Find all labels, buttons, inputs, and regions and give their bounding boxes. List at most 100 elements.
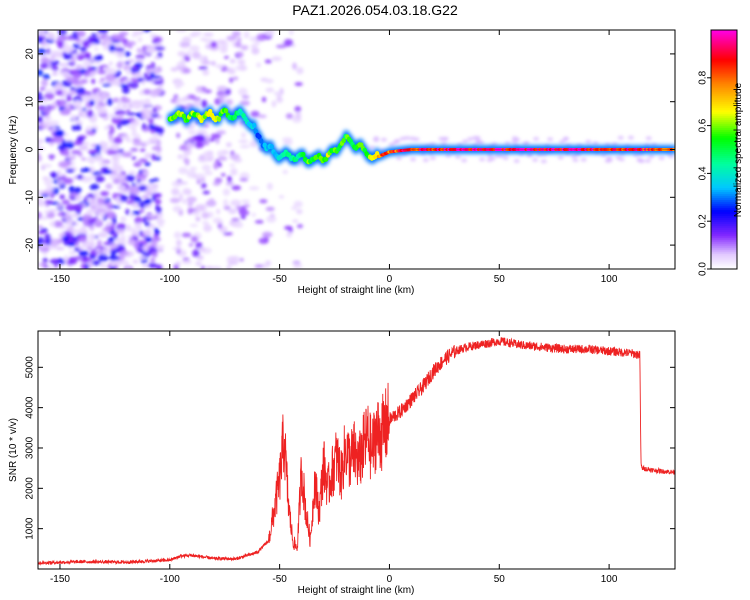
noise-speckle xyxy=(103,169,113,174)
colorbar-tick-label: 0.0 xyxy=(698,262,709,276)
snr-panel: -150 -100 -50 0 50 100 1000 2000 3000 4000 5000 H… xyxy=(8,330,676,596)
noise-speckle xyxy=(97,232,109,238)
noise-speckle xyxy=(213,162,219,170)
noise-speckle xyxy=(137,37,143,43)
noise-speckle xyxy=(102,35,112,44)
noise-speckle xyxy=(62,41,68,50)
colorbar-cell xyxy=(711,183,737,186)
colorbar-label: Normalized spectral amplitude xyxy=(733,82,744,217)
noise-speckle xyxy=(44,200,54,204)
colorbar-cell xyxy=(711,75,737,79)
noise-speckle xyxy=(109,249,116,257)
colorbar-cell xyxy=(711,265,737,268)
colorbar-cell xyxy=(711,59,737,63)
colorbar-cell xyxy=(711,191,737,194)
colorbar-cell xyxy=(711,241,737,244)
noise-speckle xyxy=(106,202,114,210)
noise-speckle xyxy=(126,112,137,116)
noise-speckle xyxy=(40,62,49,69)
signal-track-dot xyxy=(223,108,229,114)
noise-speckle xyxy=(142,216,147,224)
spectrogram-y-tick-label: -10 xyxy=(25,190,36,205)
noise-speckle xyxy=(41,79,49,87)
noise-speckle xyxy=(217,156,228,161)
noise-speckle xyxy=(91,78,96,85)
noise-speckle xyxy=(40,30,46,37)
colorbar-cell xyxy=(711,41,737,45)
noise-speckle xyxy=(83,60,91,68)
snr-y-label: SNR (10 * v/v) xyxy=(8,418,19,482)
noise-speckle xyxy=(126,200,135,205)
colorbar-cell xyxy=(711,137,737,141)
noise-speckle xyxy=(239,64,247,72)
noise-speckle xyxy=(96,208,108,213)
noise-speckle xyxy=(187,207,193,215)
noise-speckle xyxy=(125,68,131,75)
noise-speckle xyxy=(212,181,221,186)
spectrogram-x-label: Height of straight line (km) xyxy=(298,285,415,296)
noise-speckle xyxy=(137,77,145,82)
colorbar-tick-label: 0.6 xyxy=(698,118,709,132)
noise-speckle xyxy=(219,45,228,54)
noise-speckle xyxy=(43,115,52,121)
noise-speckle xyxy=(124,61,131,65)
colorbar-cell xyxy=(711,151,737,155)
noise-speckle xyxy=(95,175,105,183)
colorbar-cell xyxy=(711,253,737,256)
noise-speckle xyxy=(71,149,82,155)
noise-speckle xyxy=(116,184,127,191)
noise-speckle xyxy=(191,31,202,37)
noise-speckle xyxy=(41,163,53,168)
noise-speckle xyxy=(188,130,197,135)
colorbar-cell xyxy=(711,121,737,125)
colorbar-cell xyxy=(711,187,737,190)
colorbar-cell xyxy=(711,39,737,43)
noise-speckle xyxy=(93,190,100,199)
noise-speckle xyxy=(203,38,214,44)
noise-speckle xyxy=(132,259,139,264)
noise-speckle xyxy=(57,143,67,151)
noise-speckle xyxy=(251,212,257,217)
noise-speckle xyxy=(144,230,151,237)
colorbar-cell xyxy=(711,111,737,115)
noise-speckle xyxy=(152,177,159,182)
noise-speckle xyxy=(216,130,227,135)
noise-speckle xyxy=(110,34,120,42)
noise-speckle xyxy=(152,192,162,198)
noise-speckle xyxy=(67,241,76,247)
noise-speckle xyxy=(231,217,240,222)
colorbar-cell xyxy=(711,139,737,143)
noise-speckle xyxy=(223,55,230,60)
noise-speckle xyxy=(98,162,109,166)
noise-speckle xyxy=(126,82,133,87)
noise-speckle xyxy=(149,72,156,77)
noise-speckle xyxy=(66,218,75,226)
noise-speckle xyxy=(85,125,93,132)
noise-speckle xyxy=(250,110,260,118)
noise-speckle xyxy=(97,239,102,248)
noise-speckle xyxy=(178,193,183,201)
colorbar-cell xyxy=(711,189,737,192)
noise-speckle xyxy=(155,264,163,269)
noise-speckle xyxy=(46,185,55,192)
noise-speckle xyxy=(394,138,401,143)
noise-speckle xyxy=(259,199,268,204)
noise-speckle xyxy=(176,132,181,139)
noise-speckle xyxy=(104,125,109,131)
colorbar-cell xyxy=(711,123,737,127)
noise-speckle xyxy=(284,225,293,230)
colorbar-cell xyxy=(711,99,737,103)
noise-speckle xyxy=(232,76,239,81)
noise-speckle xyxy=(134,216,143,224)
colorbar-cell xyxy=(711,179,737,182)
colorbar-cell xyxy=(711,129,737,133)
noise-speckle xyxy=(210,266,222,269)
noise-speckle xyxy=(203,224,212,232)
noise-speckle xyxy=(225,142,232,148)
noise-speckle xyxy=(195,241,203,249)
noise-speckle xyxy=(222,188,231,196)
noise-speckle xyxy=(118,83,129,88)
noise-speckle xyxy=(212,217,223,224)
noise-speckle xyxy=(49,50,60,55)
noise-speckle xyxy=(49,154,54,161)
